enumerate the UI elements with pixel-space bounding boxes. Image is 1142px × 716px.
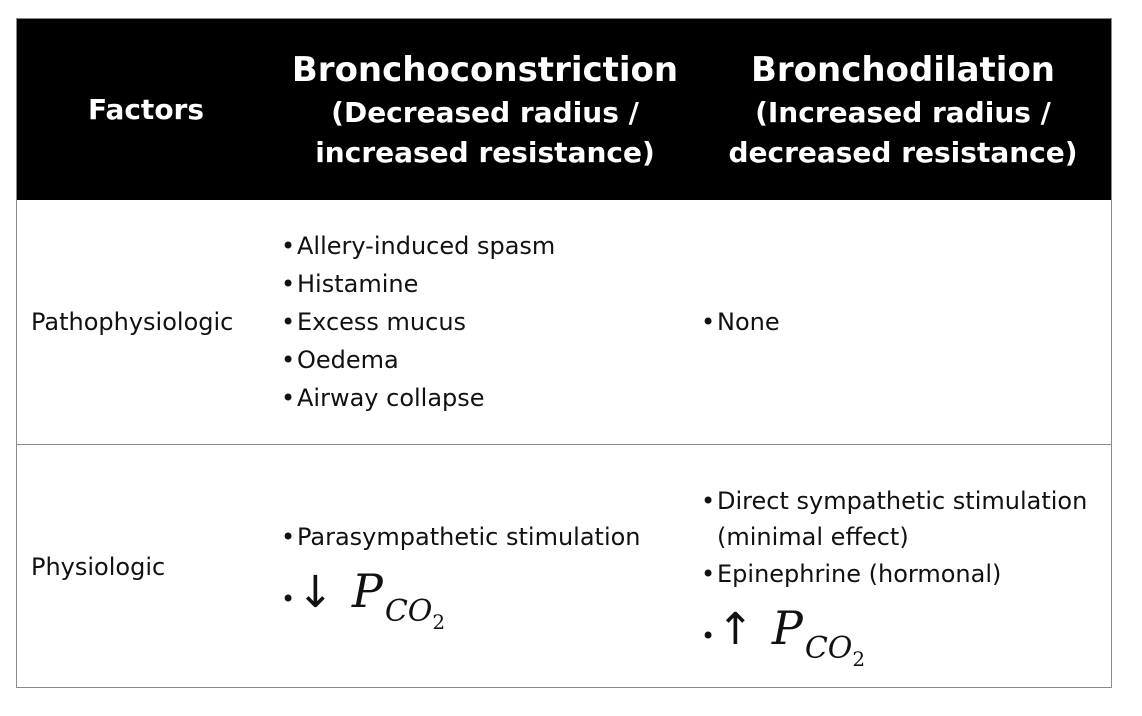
arrow-up-icon: ↑ — [717, 603, 754, 655]
factor-label: Pathophysiologic — [31, 308, 234, 336]
pco2-variable: P — [351, 563, 383, 618]
pco2-variable: P — [771, 600, 803, 655]
list-item: • Epinephrine (hormonal) — [701, 555, 1101, 593]
dilation-cell: • None — [701, 200, 1101, 444]
pco2-subscript-number: 2 — [432, 609, 446, 634]
comparison-table: Factors Bronchoconstriction (Decreased r… — [16, 18, 1112, 688]
bullet: • — [281, 522, 296, 551]
list-item-text: Airway collapse — [297, 384, 485, 412]
header-dilation-title: Bronchodilation — [750, 49, 1056, 90]
bullet: • — [281, 270, 296, 298]
header-factors: Factors — [17, 19, 275, 200]
pco2-increase-formula: • ↑ P CO 2 — [701, 601, 1101, 671]
pco2-decrease-formula: • ↓ P CO 2 — [281, 564, 691, 634]
bullet: • — [281, 584, 296, 613]
list-item: • Airway collapse — [281, 379, 691, 417]
header-bronchodilation: Bronchodilation (Increased radius / decr… — [695, 19, 1111, 200]
header-constriction-sub-2: increased resistance) — [315, 135, 655, 169]
header-factors-label: Factors — [87, 93, 205, 126]
bullet: • — [281, 308, 296, 336]
list-item-text: Direct sympathetic stimulation (minimal … — [717, 486, 1088, 551]
table-row-pathophysiologic: Pathophysiologic • Allery-induced spasm •… — [17, 200, 1111, 444]
dilation-list: • None — [701, 303, 1101, 341]
header-dilation-sub-2: decreased resistance) — [728, 135, 1078, 169]
pco2-subscript: CO — [804, 630, 853, 666]
table-header: Factors Bronchoconstriction (Decreased r… — [17, 19, 1111, 200]
header-bronchoconstriction: Bronchoconstriction (Decreased radius / … — [275, 19, 695, 200]
list-item: • Allery-induced spasm — [281, 227, 691, 265]
list-item: • Oedema — [281, 341, 691, 379]
table-row-physiologic: Physiologic • Parasympathetic stimulation… — [17, 444, 1111, 688]
list-item-text: None — [717, 308, 780, 336]
factor-cell: Physiologic — [31, 445, 275, 688]
bullet: • — [701, 621, 716, 650]
pco2-subscript-number: 2 — [852, 646, 866, 671]
bullet: • — [701, 486, 716, 515]
bullet: • — [281, 346, 296, 374]
list-item: • None — [701, 303, 1101, 341]
list-item-text: Oedema — [297, 346, 399, 374]
bullet: • — [281, 232, 296, 260]
list-item-text: Epinephrine (hormonal) — [717, 559, 1002, 588]
list-item-text: Histamine — [297, 270, 419, 298]
dilation-cell: • Direct sympathetic stimulation (minimal… — [701, 445, 1101, 688]
list-item-text: Parasympathetic stimulation — [297, 522, 641, 551]
arrow-down-icon: ↓ — [297, 566, 334, 618]
constriction-cell: • Parasympathetic stimulation • ↓ P CO 2 — [281, 445, 691, 688]
constriction-list: • Allery-induced spasm • Histamine • Excess… — [281, 227, 691, 417]
constriction-cell: • Allery-induced spasm • Histamine • Excess… — [281, 200, 691, 444]
header-constriction-title: Bronchoconstriction — [291, 49, 679, 90]
dilation-list: • Direct sympathetic stimulation (minimal… — [701, 483, 1101, 593]
bullet: • — [281, 384, 296, 412]
list-item-text: Allery-induced spasm — [297, 232, 556, 260]
bullet: • — [701, 308, 716, 336]
pco2-subscript: CO — [384, 593, 433, 629]
header-dilation-sub-1: (Increased radius / — [755, 95, 1051, 129]
bullet: • — [701, 559, 716, 588]
factor-label: Physiologic — [31, 552, 166, 581]
list-item: • Excess mucus — [281, 303, 691, 341]
list-item: • Parasympathetic stimulation — [281, 518, 691, 556]
factor-cell: Pathophysiologic — [31, 200, 275, 444]
header-constriction-sub-1: (Decreased radius / — [331, 95, 639, 129]
list-item: • Histamine — [281, 265, 691, 303]
constriction-list: • Parasympathetic stimulation — [281, 518, 691, 556]
list-item: • Direct sympathetic stimulation (minimal… — [701, 483, 1101, 555]
list-item-text: Excess mucus — [297, 308, 467, 336]
